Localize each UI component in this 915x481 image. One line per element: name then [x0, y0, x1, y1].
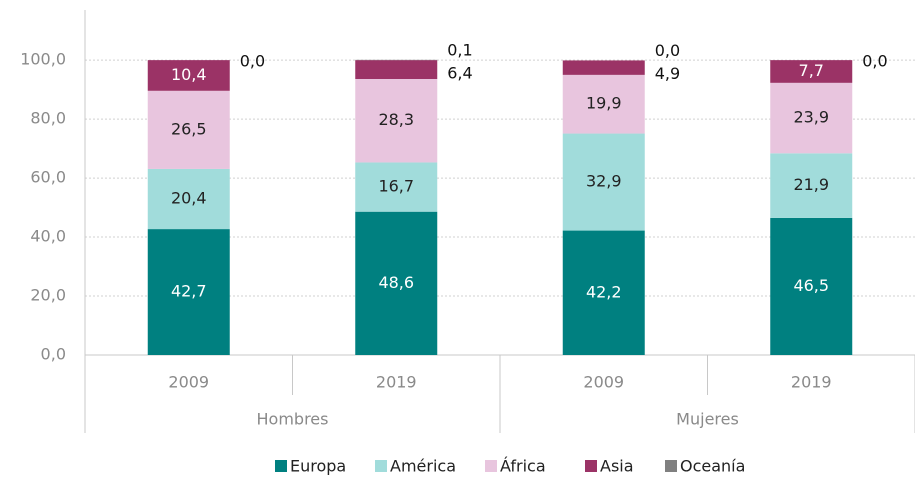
data-label: 26,5: [171, 119, 207, 138]
legend-swatch: [485, 460, 497, 472]
y-tick-label: 0,0: [41, 345, 66, 364]
data-label: 42,2: [586, 282, 622, 301]
y-tick-label: 20,0: [30, 286, 66, 305]
bar-segment: [355, 60, 437, 79]
legend-swatch: [585, 460, 597, 472]
x-tick-label: 2009: [583, 373, 624, 392]
data-label: 21,9: [793, 175, 829, 194]
data-label: 48,6: [378, 273, 414, 292]
data-label: 32,9: [586, 172, 622, 191]
legend-swatch: [275, 460, 287, 472]
data-label: 0,0: [655, 41, 680, 60]
x-tick-label: 2009: [168, 373, 209, 392]
data-label: 6,4: [447, 64, 472, 83]
legend-label: Europa: [290, 457, 346, 476]
bar-segment: [563, 60, 645, 74]
data-label: 0,0: [862, 52, 887, 71]
legend-label: Oceanía: [680, 457, 745, 476]
legend-swatch: [375, 460, 387, 472]
data-label: 10,4: [171, 65, 207, 84]
y-tick-label: 80,0: [30, 109, 66, 128]
legend-label: Asia: [600, 457, 634, 476]
legend-label: África: [500, 457, 546, 476]
x-tick-label: 2019: [791, 373, 832, 392]
legend-swatch: [665, 460, 677, 472]
group-label: Hombres: [257, 410, 329, 429]
data-label: 46,5: [793, 276, 829, 295]
x-tick-label: 2019: [376, 373, 417, 392]
data-label: 28,3: [378, 110, 414, 129]
data-label: 19,9: [586, 94, 622, 113]
data-label: 4,9: [655, 64, 680, 83]
legend-label: América: [390, 457, 456, 476]
data-label: 20,4: [171, 189, 207, 208]
y-tick-label: 100,0: [20, 50, 66, 69]
group-label: Mujeres: [676, 410, 739, 429]
data-label: 0,0: [240, 52, 265, 71]
data-label: 0,1: [447, 40, 472, 59]
data-label: 7,7: [799, 61, 824, 80]
data-label: 23,9: [793, 108, 829, 127]
y-tick-label: 60,0: [30, 168, 66, 187]
data-label: 16,7: [378, 177, 414, 196]
y-tick-label: 40,0: [30, 227, 66, 246]
data-label: 42,7: [171, 282, 207, 301]
